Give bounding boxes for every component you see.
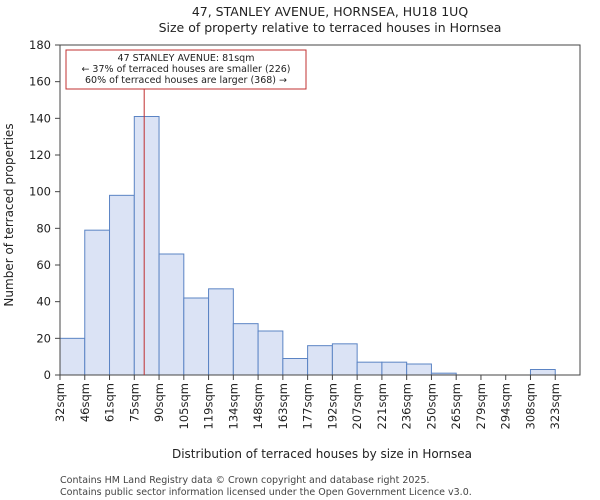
x-tick-label: 207sqm bbox=[350, 383, 364, 429]
bar-207sqm bbox=[356, 361, 383, 376]
x-tick-label: 279sqm bbox=[474, 383, 488, 429]
bars-group bbox=[59, 116, 556, 376]
footer-line-2: Contains public sector information licen… bbox=[60, 487, 472, 498]
bar-32sqm bbox=[59, 337, 86, 376]
x-axis-label: Distribution of terraced houses by size … bbox=[172, 447, 472, 461]
x-tick-label: 323sqm bbox=[548, 383, 562, 429]
bar-75sqm bbox=[133, 116, 160, 376]
annotation-title: 47 STANLEY AVENUE: 81sqm bbox=[118, 53, 255, 64]
y-tick-label: 60 bbox=[36, 258, 51, 272]
annotation-box: 47 STANLEY AVENUE: 81sqm ← 37% of terrac… bbox=[65, 49, 307, 90]
y-tick-label: 100 bbox=[29, 185, 51, 199]
x-tick-label: 308sqm bbox=[523, 383, 537, 429]
x-tick-label: 75sqm bbox=[127, 383, 141, 422]
bar-134sqm bbox=[232, 323, 259, 376]
plot-frame bbox=[59, 44, 581, 376]
footer-line-1: Contains HM Land Registry data © Crown c… bbox=[60, 475, 430, 486]
bar-46sqm bbox=[84, 229, 111, 376]
bar-177sqm bbox=[307, 345, 333, 376]
bar-236sqm bbox=[406, 363, 432, 376]
bar-119sqm bbox=[208, 288, 234, 376]
x-tick-label: 61sqm bbox=[103, 383, 117, 422]
x-tick-label: 221sqm bbox=[375, 383, 389, 429]
y-tick-label: 0 bbox=[44, 368, 51, 382]
x-tick-label: 32sqm bbox=[53, 383, 67, 422]
x-tick-label: 105sqm bbox=[177, 383, 191, 429]
x-tick-label: 119sqm bbox=[202, 383, 216, 429]
annotation-smaller: ← 37% of terraced houses are smaller (22… bbox=[81, 64, 290, 75]
bar-163sqm bbox=[282, 358, 309, 376]
bar-192sqm bbox=[331, 343, 358, 376]
annotation-larger: 60% of terraced houses are larger (368) … bbox=[85, 75, 287, 86]
y-tick-label: 80 bbox=[36, 221, 51, 235]
bar-105sqm bbox=[183, 297, 210, 376]
bar-148sqm bbox=[257, 330, 284, 376]
y-tick-label: 140 bbox=[29, 111, 51, 125]
bar-308sqm bbox=[529, 369, 556, 376]
bar-61sqm bbox=[109, 194, 135, 376]
y-tick-label: 20 bbox=[36, 331, 51, 345]
y-axis-label: Number of terraced properties bbox=[2, 123, 16, 306]
x-tick-label: 250sqm bbox=[424, 383, 438, 429]
annotation-frame bbox=[65, 49, 307, 90]
chart-subtitle: Size of property relative to terraced ho… bbox=[159, 20, 502, 35]
x-tick-label: 148sqm bbox=[251, 383, 265, 429]
x-tick-label: 265sqm bbox=[449, 383, 463, 429]
x-tick-label: 177sqm bbox=[301, 383, 315, 429]
bar-90sqm bbox=[158, 253, 185, 376]
y-tick-label: 40 bbox=[36, 295, 51, 309]
y-tick-label: 120 bbox=[29, 148, 51, 162]
x-tick-label: 294sqm bbox=[499, 383, 513, 429]
x-tick-label: 90sqm bbox=[152, 383, 166, 422]
y-axis-ticks: 0 20 40 60 80 100 120 140 160 180 bbox=[29, 38, 60, 382]
x-tick-label: 236sqm bbox=[400, 383, 414, 429]
x-axis-ticks: 32sqm 46sqm 61sqm 75sqm 90sqm 105sqm 119sqm 134… bbox=[53, 375, 562, 429]
x-tick-label: 163sqm bbox=[276, 383, 290, 429]
x-tick-label: 192sqm bbox=[325, 383, 339, 429]
chart-title: 47, STANLEY AVENUE, HORNSEA, HU18 1UQ bbox=[192, 4, 469, 19]
bar-221sqm bbox=[381, 361, 408, 376]
x-tick-label: 134sqm bbox=[226, 383, 240, 429]
y-tick-label: 180 bbox=[29, 38, 51, 52]
x-tick-label: 46sqm bbox=[78, 383, 92, 422]
y-tick-label: 160 bbox=[29, 75, 51, 89]
